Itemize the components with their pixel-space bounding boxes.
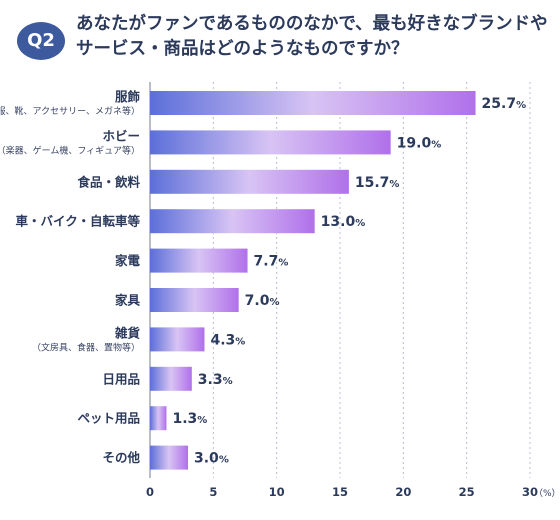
value-label-4: 13.0% (321, 214, 366, 230)
question-title: あなたがファンであるもののなかで、最も好きなブランドや サービス・商品はどのよう… (76, 12, 548, 62)
value-label-9: 1.3% (172, 411, 207, 427)
bars (150, 91, 476, 470)
x-axis-ticks: 0 5 10 15 20 25 30（%） (146, 485, 560, 499)
question-badge: Q2 (17, 22, 65, 60)
category-label-3: 食品・飲料 (76, 174, 140, 189)
bar-1 (150, 91, 476, 115)
bar-3 (150, 169, 349, 194)
category-label-6: 家具 (115, 293, 141, 308)
category-label-1: 服飾 (115, 89, 141, 104)
bar-7 (150, 327, 205, 352)
value-label-6: 7.0% (245, 293, 280, 309)
x-axis-unit: （%） (534, 488, 560, 499)
category-label-9: ペット用品 (77, 411, 140, 426)
category-label-4: 車・バイク・自転車等 (15, 214, 140, 229)
value-label-7: 4.3% (210, 332, 245, 348)
question-title-line-1: あなたがファンであるもののなかで、最も好きなブランドや (76, 14, 548, 34)
value-label-10: 3.0% (194, 451, 229, 467)
x-tick-5: 5 (209, 485, 217, 499)
x-tick-0: 0 (146, 485, 154, 499)
value-label-3: 15.7% (355, 175, 400, 191)
x-tick-10: 10 (269, 485, 285, 499)
bar-10 (150, 445, 188, 470)
x-tick-30: 30 (522, 485, 538, 499)
value-label-8: 3.3% (198, 372, 233, 388)
bar-5 (150, 248, 248, 273)
bar-9 (150, 406, 167, 431)
category-label-7: 雑貨 (114, 325, 141, 340)
category-label-10: その他 (102, 450, 140, 465)
value-label-1: 25.7% (482, 96, 527, 112)
bar-4 (150, 209, 315, 234)
bar-8 (150, 366, 192, 391)
x-tick-25: 25 (459, 485, 475, 499)
category-note-1: （服、靴、アクセサリー、メガネ等） (0, 105, 140, 117)
value-label-5: 7.7% (254, 254, 289, 270)
bar-6 (150, 288, 239, 312)
category-label-8: 日用品 (102, 371, 140, 386)
category-label-2: ホビー (102, 128, 140, 143)
bar-2 (150, 130, 391, 155)
value-labels: 25.7% 19.0% 15.7% 13.0% 7.7% 7.0% 4.3% 3.3% 1.3%… (172, 96, 526, 467)
value-label-2: 19.0% (397, 135, 442, 151)
category-label-5: 家電 (115, 253, 141, 268)
question-title-line-2: サービス・商品はどのようなものですか？ (76, 39, 409, 59)
x-tick-20: 20 (395, 485, 411, 499)
category-note-7: （文房具、食器、置物等） (32, 341, 140, 353)
x-tick-15: 15 (332, 485, 348, 499)
header: Q2 あなたがファンであるもののなかで、最も好きなブランドや サービス・商品はど… (0, 0, 560, 80)
category-labels: 服飾（服、靴、アクセサリー、メガネ等） ホビー（楽器、ゲーム機、フィギュア等） 食品… (0, 89, 140, 465)
category-note-2: （楽器、ゲーム機、フィギュア等） (0, 144, 140, 156)
